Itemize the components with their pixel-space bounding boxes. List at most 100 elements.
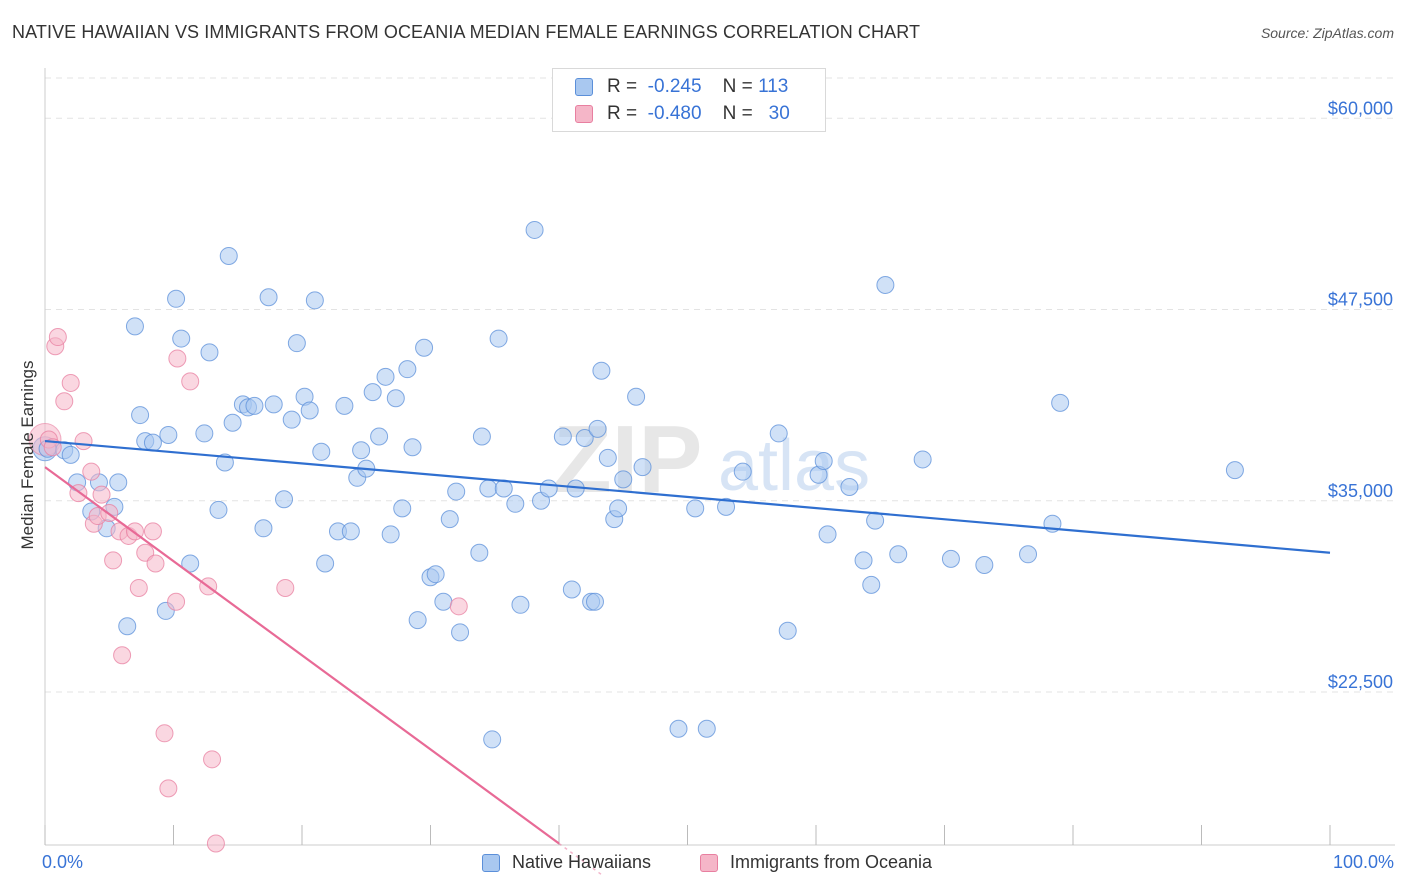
data-point-native-hawaiian	[259, 288, 278, 307]
legend-r-label: R =	[607, 76, 638, 97]
data-point-native-hawaiian	[489, 329, 508, 348]
data-point-native-hawaiian	[370, 427, 389, 446]
series-legend-native-hawaiians: Native Hawaiians	[482, 852, 651, 873]
data-point-native-hawaiian	[889, 545, 908, 564]
data-point-native-hawaiian	[415, 338, 434, 357]
data-point-native-hawaiian	[585, 592, 604, 611]
data-point-native-hawaiian	[282, 410, 301, 429]
data-point-native-hawaiian	[305, 291, 324, 310]
data-point-native-hawaiian	[697, 719, 716, 738]
y-tick-label: $22,500	[1328, 672, 1393, 692]
data-point-native-hawaiian	[669, 719, 688, 738]
series-legend-label: Immigrants from Oceania	[730, 852, 933, 872]
data-point-immigrant-oceania	[113, 646, 132, 665]
data-point-native-hawaiian	[769, 424, 788, 443]
data-point-native-hawaiian	[215, 453, 234, 472]
data-point-native-hawaiian	[627, 387, 646, 406]
data-point-native-hawaiian	[440, 510, 459, 529]
data-point-native-hawaiian	[352, 441, 371, 460]
legend-swatch-blue	[575, 78, 593, 96]
data-point-native-hawaiian	[434, 592, 453, 611]
data-point-native-hawaiian	[470, 543, 489, 562]
data-point-native-hawaiian	[483, 730, 502, 749]
data-point-native-hawaiian	[125, 317, 144, 336]
data-point-immigrant-oceania	[155, 724, 174, 743]
data-point-native-hawaiian	[1019, 545, 1038, 564]
data-point-native-hawaiian	[941, 549, 960, 568]
data-point-immigrant-oceania	[129, 578, 148, 597]
trendline-immigrants-oceania-extension	[558, 842, 605, 878]
data-point-native-hawaiian	[131, 406, 150, 425]
data-point-immigrant-oceania	[104, 551, 123, 570]
data-point-immigrant-oceania	[61, 373, 80, 392]
data-point-native-hawaiian	[876, 276, 895, 295]
legend-n-label: N =	[722, 103, 753, 124]
y-tick-label: $60,000	[1328, 98, 1393, 118]
legend-row-immigrants-oceania: R = -0.480 N = 30	[575, 102, 790, 126]
data-point-native-hawaiian	[575, 429, 594, 448]
chart-title: NATIVE HAWAIIAN VS IMMIGRANTS FROM OCEAN…	[12, 22, 921, 42]
data-point-native-hawaiian	[472, 427, 491, 446]
y-tick-label: $47,500	[1328, 290, 1393, 310]
data-point-native-hawaiian	[393, 499, 412, 518]
data-point-native-hawaiian	[381, 525, 400, 544]
y-axis-label: Median Female Earnings	[18, 360, 37, 550]
x-axis-min-label: 0.0%	[42, 852, 84, 872]
data-point-native-hawaiian	[592, 361, 611, 380]
data-point-native-hawaiian	[447, 482, 466, 501]
data-point-native-hawaiian	[553, 427, 572, 446]
data-point-immigrant-oceania	[48, 328, 67, 347]
trendline-immigrants-oceania	[44, 466, 560, 845]
data-point-native-hawaiian	[614, 470, 633, 489]
series-legend-immigrants-oceania: Immigrants from Oceania	[700, 852, 932, 873]
data-point-native-hawaiian	[118, 617, 137, 636]
data-point-native-hawaiian	[167, 289, 186, 308]
data-point-native-hawaiian	[609, 499, 628, 518]
data-point-native-hawaiian	[854, 551, 873, 570]
data-point-native-hawaiian	[109, 473, 128, 492]
data-point-native-hawaiian	[386, 389, 405, 408]
legend-n-label: N =	[722, 76, 753, 97]
data-point-immigrant-oceania	[74, 432, 93, 451]
data-point-native-hawaiian	[287, 334, 306, 353]
data-point-native-hawaiian	[1051, 393, 1070, 412]
legend-r-value: -0.245	[647, 76, 702, 97]
data-point-native-hawaiian	[209, 500, 228, 519]
data-point-native-hawaiian	[200, 343, 219, 362]
legend-row-native-hawaiians: R = -0.245 N = 113	[575, 75, 788, 99]
data-point-native-hawaiian	[1225, 461, 1244, 480]
data-point-native-hawaiian	[426, 565, 445, 584]
data-point-native-hawaiian	[511, 595, 530, 614]
data-point-native-hawaiian	[451, 623, 470, 642]
data-point-immigrant-oceania	[146, 554, 165, 573]
data-point-native-hawaiian	[312, 442, 331, 461]
data-point-native-hawaiian	[300, 401, 319, 420]
data-point-native-hawaiian	[275, 490, 294, 509]
data-point-native-hawaiian	[376, 367, 395, 386]
data-point-native-hawaiian	[588, 419, 607, 438]
data-point-native-hawaiian	[814, 451, 833, 470]
data-point-immigrant-oceania	[55, 392, 74, 411]
y-tick-labels: $22,500 $35,000 $47,500 $60,000	[1328, 98, 1393, 692]
data-point-native-hawaiian	[818, 525, 837, 544]
legend-n-value: 30	[768, 103, 790, 124]
data-point-native-hawaiian	[975, 556, 994, 575]
legend-r-value: -0.480	[647, 103, 702, 124]
data-point-native-hawaiian	[598, 448, 617, 467]
trend-layer	[44, 439, 1331, 878]
data-point-immigrant-oceania	[82, 462, 101, 481]
data-point-native-hawaiian	[341, 522, 360, 541]
data-point-native-hawaiian	[733, 462, 752, 481]
data-point-native-hawaiian	[219, 246, 238, 265]
data-point-native-hawaiian	[633, 458, 652, 477]
data-point-native-hawaiian	[506, 494, 525, 513]
data-point-immigrant-oceania	[92, 485, 111, 504]
data-point-native-hawaiian	[778, 621, 797, 640]
trendline-native-hawaiians	[44, 439, 1331, 554]
data-point-native-hawaiian	[245, 396, 264, 415]
series-legend-label: Native Hawaiians	[512, 852, 652, 872]
data-point-native-hawaiian	[840, 477, 859, 496]
data-point-native-hawaiian	[363, 383, 382, 402]
data-point-native-hawaiian	[335, 396, 354, 415]
